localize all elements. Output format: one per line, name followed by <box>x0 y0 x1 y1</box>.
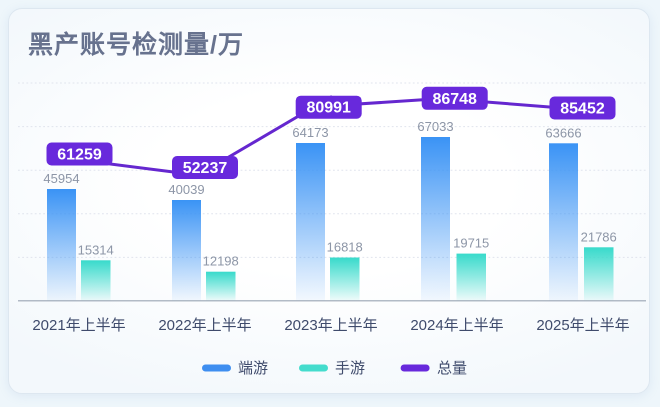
svg-text:63666: 63666 <box>545 125 581 140</box>
svg-text:52237: 52237 <box>183 160 228 177</box>
svg-text:12198: 12198 <box>203 254 239 269</box>
svg-text:64173: 64173 <box>292 125 328 140</box>
svg-text:2023年上半年: 2023年上半年 <box>284 317 377 334</box>
svg-text:86748: 86748 <box>432 91 477 108</box>
svg-text:黑产账号检测量/万: 黑产账号检测量/万 <box>28 30 244 59</box>
svg-text:2021年上半年: 2021年上半年 <box>32 317 125 334</box>
svg-text:61259: 61259 <box>57 147 102 164</box>
svg-text:总量: 总量 <box>437 360 467 377</box>
svg-text:40039: 40039 <box>168 182 204 197</box>
svg-text:19715: 19715 <box>453 236 489 251</box>
svg-text:80991: 80991 <box>306 100 351 117</box>
svg-text:85452: 85452 <box>560 101 605 118</box>
svg-text:15314: 15314 <box>78 242 114 257</box>
svg-text:端游: 端游 <box>238 360 268 377</box>
svg-text:16818: 16818 <box>327 240 363 255</box>
svg-text:2022年上半年: 2022年上半年 <box>158 317 251 334</box>
svg-text:2024年上半年: 2024年上半年 <box>410 317 503 334</box>
svg-text:67033: 67033 <box>417 119 453 134</box>
svg-text:2025年上半年: 2025年上半年 <box>536 317 629 334</box>
svg-text:45954: 45954 <box>43 171 79 186</box>
svg-text:手游: 手游 <box>335 360 365 377</box>
svg-text:21786: 21786 <box>581 229 617 244</box>
